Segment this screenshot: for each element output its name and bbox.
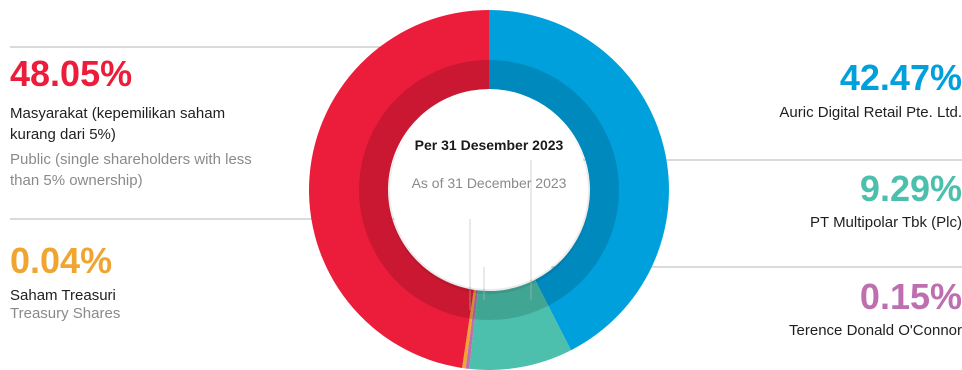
auric-percentage: 42.47% xyxy=(839,57,962,98)
oconnor-slice xyxy=(465,290,478,369)
multipolar-inner-band xyxy=(474,279,549,320)
oconnor-inner-band xyxy=(472,290,478,320)
treasury-percentage: 0.04% xyxy=(10,240,113,281)
public-label-en: Public (single shareholders with less th… xyxy=(10,151,252,189)
center-title: Per 31 Desember 2023 xyxy=(414,137,564,153)
public-slice xyxy=(308,10,489,368)
auric-label: Auric Digital Retail Pte. Ltd. xyxy=(779,104,962,121)
auric-inner-band xyxy=(489,60,620,306)
public-label: Masyarakat (kepemilikan saham kurang dar… xyxy=(10,105,226,143)
treasury-label-en: Treasury Shares xyxy=(10,305,121,322)
center-subtitle: As of 31 December 2023 xyxy=(411,175,567,191)
treasury-slice xyxy=(461,289,476,369)
public-inner-band xyxy=(359,60,489,319)
multipolar-percentage: 9.29% xyxy=(859,168,962,209)
oconnor-label: Terence Donald O'Connor xyxy=(789,322,962,339)
treasury-label: Saham Treasuri xyxy=(10,287,116,304)
oconnor-percentage: 0.15% xyxy=(859,276,962,317)
public-percentage: 48.05% xyxy=(10,53,133,94)
center-hole xyxy=(390,91,588,289)
multipolar-label: PT Multipolar Tbk (Plc) xyxy=(810,214,962,231)
treasury-inner-band xyxy=(469,289,476,319)
multipolar-slice xyxy=(469,279,572,370)
auric-slice xyxy=(489,10,670,351)
